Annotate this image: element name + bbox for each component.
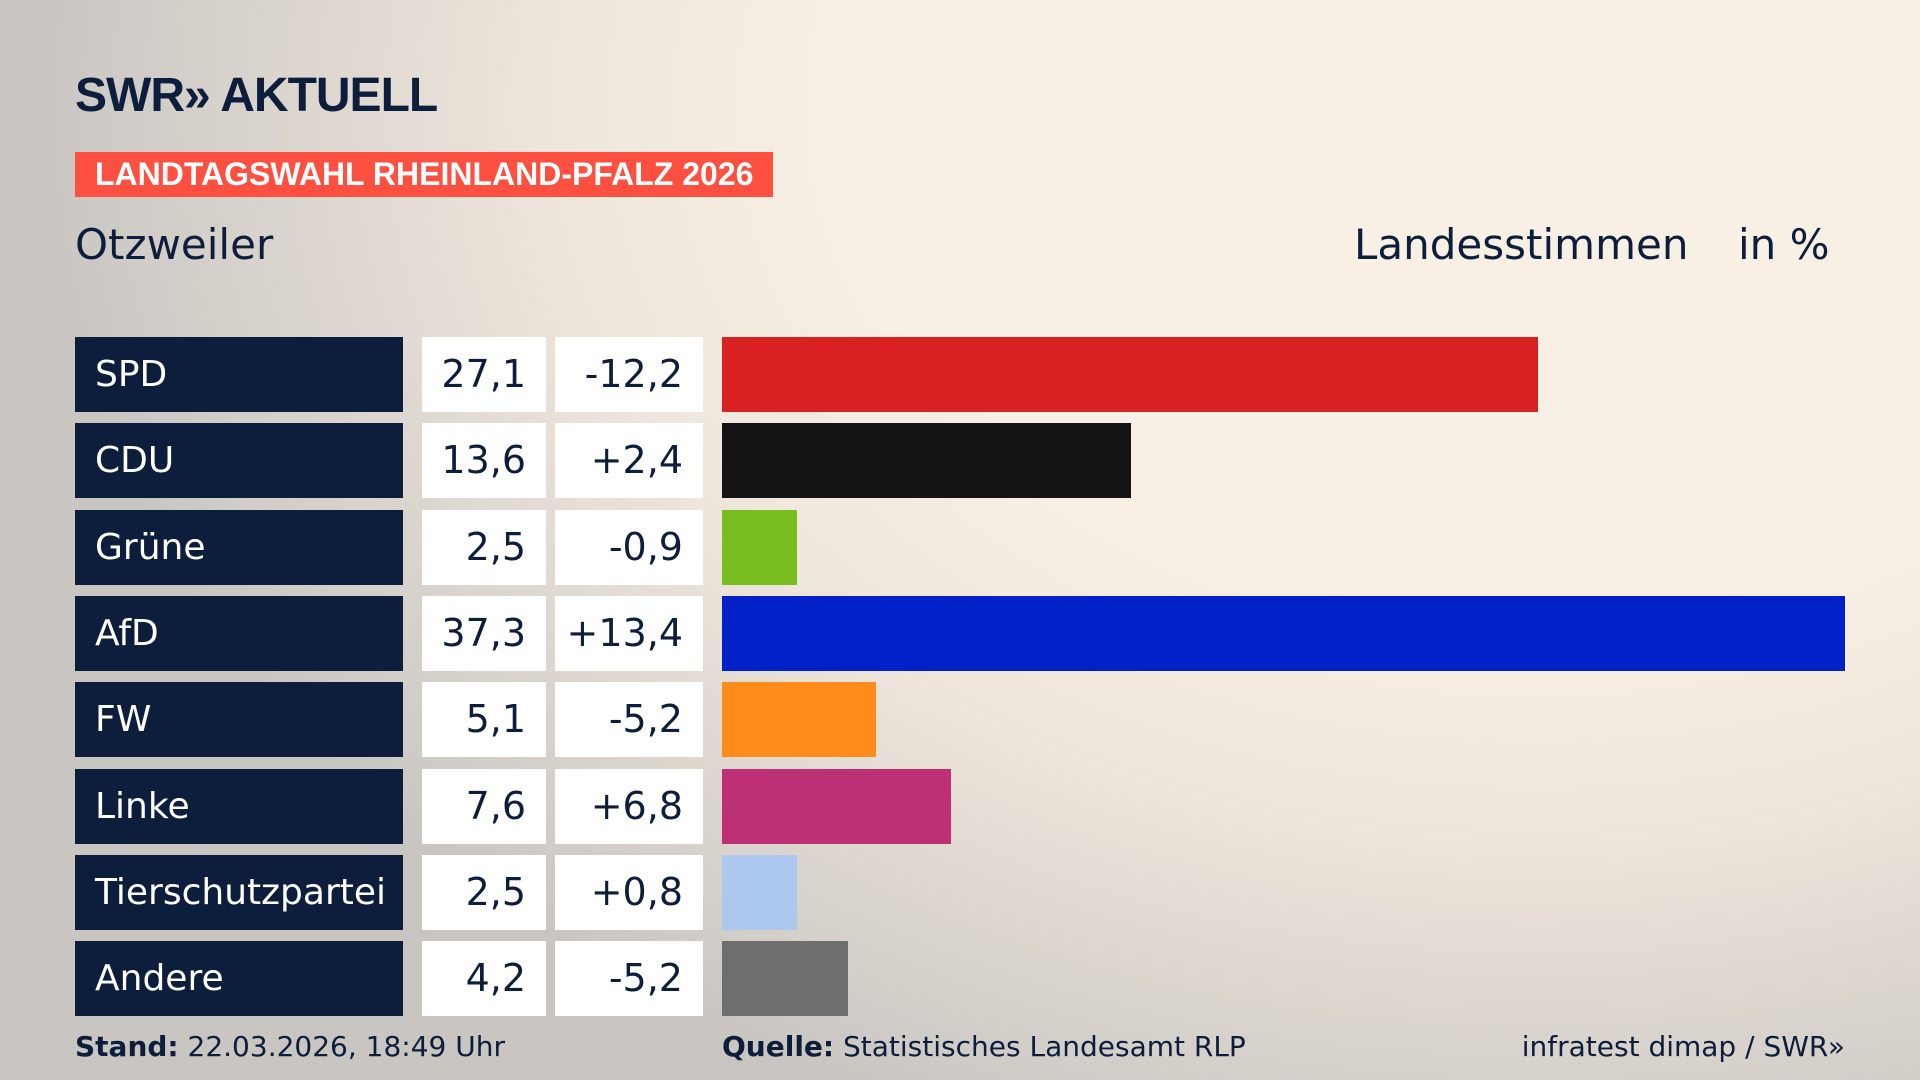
party-bar	[722, 595, 1845, 671]
party-name: Andere	[75, 941, 403, 1017]
party-bar	[722, 337, 1538, 412]
party-name: Tierschutzpartei	[75, 854, 403, 930]
party-row: AfD 37,3 +13,4	[0, 595, 1920, 671]
party-change: -5,2	[555, 941, 703, 1017]
stand-value: 22.03.2026, 18:49 Uhr	[187, 1030, 505, 1063]
party-bar	[722, 941, 849, 1017]
party-bar	[722, 768, 951, 844]
party-value: 2,5	[422, 509, 546, 585]
source-info: Quelle: Statistisches Landesamt RLP	[722, 1030, 1246, 1063]
party-bar	[722, 682, 876, 758]
measure-label: Landesstimmen	[1354, 220, 1689, 269]
party-change: +13,4	[555, 595, 703, 671]
party-value: 7,6	[422, 768, 546, 844]
party-name: AfD	[75, 595, 403, 671]
source-label: Quelle:	[722, 1030, 835, 1063]
credit: infratest dimap / SWR»	[1521, 1030, 1845, 1063]
party-row: CDU 13,6 +2,4	[0, 423, 1920, 499]
party-value: 2,5	[422, 854, 546, 930]
stand-info: Stand: 22.03.2026, 18:49 Uhr	[75, 1030, 505, 1063]
party-name: Grüne	[75, 509, 403, 585]
party-name: SPD	[75, 337, 403, 412]
source-value: Statistisches Landesamt RLP	[843, 1030, 1246, 1063]
party-value: 37,3	[422, 595, 546, 671]
party-name: FW	[75, 682, 403, 758]
party-name: Linke	[75, 768, 403, 844]
party-value: 13,6	[422, 423, 546, 499]
party-value: 27,1	[422, 337, 546, 412]
party-bar	[722, 509, 798, 585]
party-bar	[722, 423, 1132, 499]
party-row: FW 5,1 -5,2	[0, 682, 1920, 758]
party-row: Grüne 2,5 -0,9	[0, 509, 1920, 585]
unit-label: in %	[1738, 220, 1830, 269]
party-change: +0,8	[555, 854, 703, 930]
party-change: -12,2	[555, 337, 703, 412]
party-change: +2,4	[555, 423, 703, 499]
party-row: Andere 4,2 -5,2	[0, 941, 1920, 1017]
party-change: -5,2	[555, 682, 703, 758]
party-change: +6,8	[555, 768, 703, 844]
party-bar	[722, 854, 798, 930]
swr-aktuell-logo: SWR» AKTUELL	[75, 69, 438, 122]
election-banner: LANDTAGSWAHL RHEINLAND-PFALZ 2026	[75, 152, 774, 197]
party-row: SPD 27,1 -12,2	[0, 337, 1920, 412]
stand-label: Stand:	[75, 1030, 179, 1063]
party-value: 4,2	[422, 941, 546, 1017]
party-value: 5,1	[422, 682, 546, 758]
party-name: CDU	[75, 423, 403, 499]
region-title: Otzweiler	[75, 220, 274, 269]
party-row: Linke 7,6 +6,8	[0, 768, 1920, 844]
party-row: Tierschutzpartei 2,5 +0,8	[0, 854, 1920, 930]
party-change: -0,9	[555, 509, 703, 585]
